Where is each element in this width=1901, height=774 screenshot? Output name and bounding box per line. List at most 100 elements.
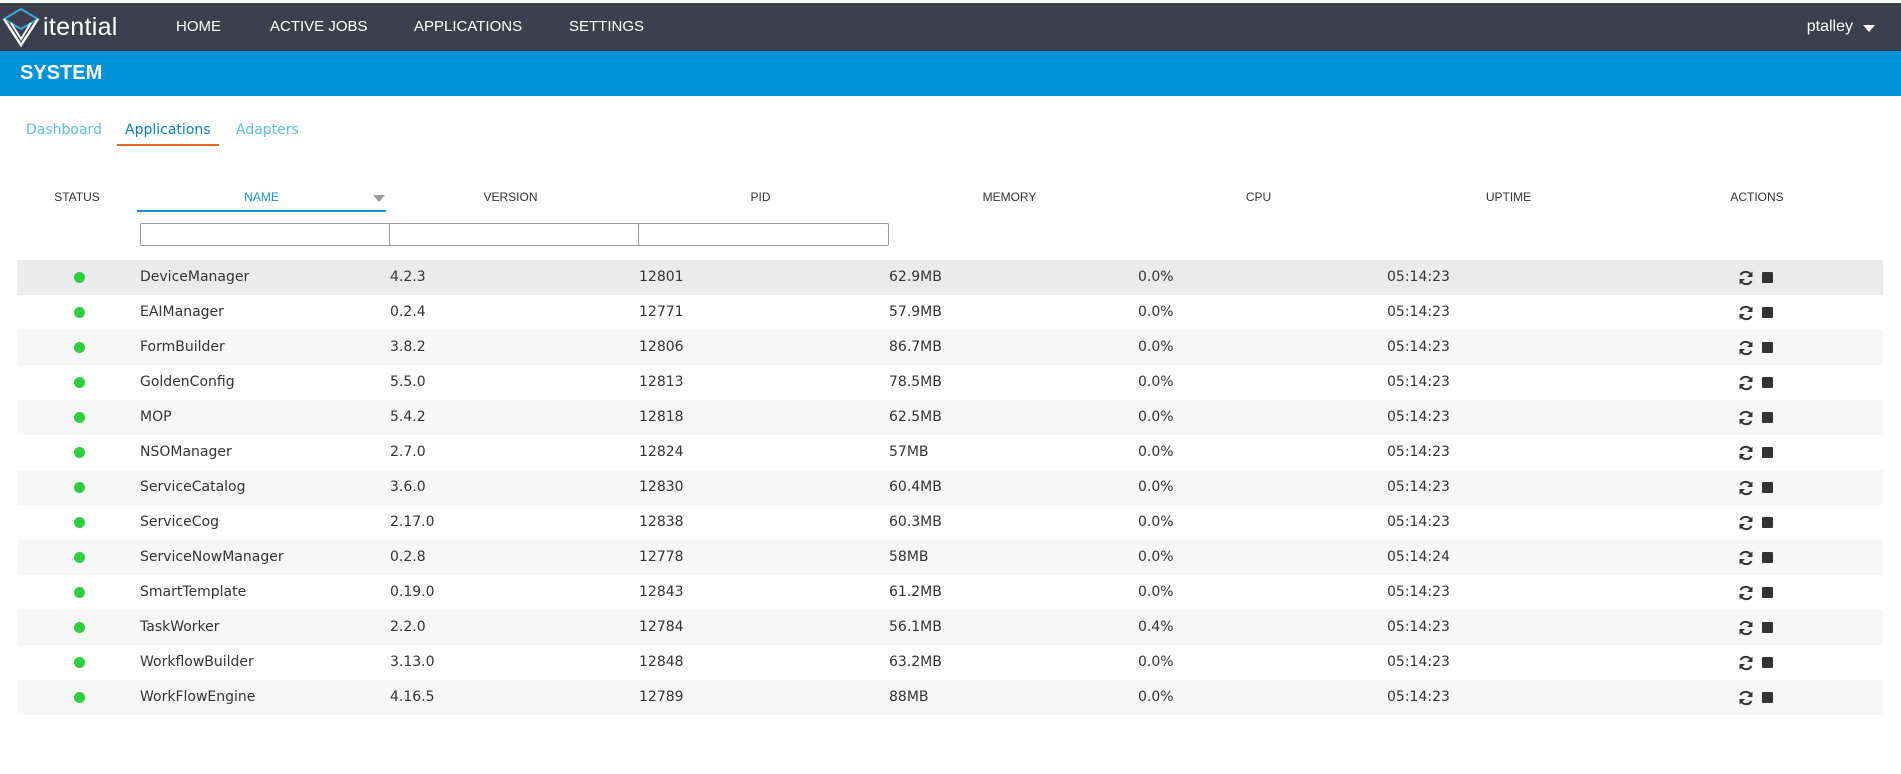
version-filter-input[interactable] (389, 223, 640, 246)
cell-memory: 78.5MB (889, 374, 942, 390)
stop-icon[interactable] (1762, 517, 1773, 528)
nav-home[interactable]: HOME (176, 18, 221, 35)
cell-memory: 62.9MB (889, 269, 942, 285)
table-row[interactable]: WorkflowBuilder 3.13.0 12848 63.2MB 0.0% 05:1… (17, 645, 1883, 680)
refresh-icon[interactable] (1737, 689, 1755, 707)
stop-icon[interactable] (1762, 587, 1773, 598)
refresh-icon[interactable] (1737, 549, 1755, 567)
cell-cpu: 0.0% (1138, 514, 1174, 530)
table-row[interactable]: ServiceNowManager 0.2.8 12778 58MB 0.0% 05:14… (17, 540, 1883, 575)
table-row[interactable]: EAIManager 0.2.4 12771 57.9MB 0.0% 05:14:23 (17, 295, 1883, 330)
cell-pid: 12784 (639, 619, 684, 635)
table-row[interactable]: NSOManager 2.7.0 12824 57MB 0.0% 05:14:23 (17, 435, 1883, 470)
refresh-icon[interactable] (1737, 409, 1755, 427)
stop-icon[interactable] (1762, 447, 1773, 458)
tab-adapters[interactable]: Adapters (236, 122, 299, 138)
cell-pid: 12818 (639, 409, 684, 425)
stop-icon[interactable] (1762, 622, 1773, 633)
status-indicator-icon (74, 482, 85, 493)
cell-version: 2.17.0 (390, 514, 435, 530)
status-indicator-icon (74, 412, 85, 423)
cell-version: 3.8.2 (390, 339, 426, 355)
refresh-icon[interactable] (1737, 339, 1755, 357)
cell-pid: 12789 (639, 689, 684, 705)
stop-icon[interactable] (1762, 377, 1773, 388)
status-indicator-icon (74, 342, 85, 353)
cell-uptime: 05:14:23 (1387, 619, 1450, 635)
cell-cpu: 0.0% (1138, 584, 1174, 600)
table-row[interactable]: ServiceCog 2.17.0 12838 60.3MB 0.0% 05:14:23 (17, 505, 1883, 540)
stop-icon[interactable] (1762, 552, 1773, 563)
refresh-icon[interactable] (1737, 514, 1755, 532)
cell-cpu: 0.0% (1138, 269, 1174, 285)
itential-logo[interactable]: itential (2, 7, 118, 47)
stop-icon[interactable] (1762, 307, 1773, 318)
cell-pid: 12843 (639, 584, 684, 600)
stop-icon[interactable] (1762, 272, 1773, 283)
refresh-icon[interactable] (1737, 584, 1755, 602)
cell-name: WorkFlowEngine (140, 689, 256, 705)
name-filter-input[interactable] (140, 223, 391, 246)
cell-cpu: 0.0% (1138, 374, 1174, 390)
page-title: SYSTEM (20, 62, 103, 84)
cell-pid: 12824 (639, 444, 684, 460)
cell-pid: 12848 (639, 654, 684, 670)
column-header-pid[interactable]: PID (750, 190, 771, 204)
column-header-cpu[interactable]: CPU (1245, 190, 1272, 204)
column-header-name[interactable]: NAME (244, 190, 279, 204)
cell-name: EAIManager (140, 304, 224, 320)
table-row[interactable]: FormBuilder 3.8.2 12806 86.7MB 0.0% 05:14:23 (17, 330, 1883, 365)
nav-applications[interactable]: APPLICATIONS (414, 18, 523, 35)
column-header-memory[interactable]: MEMORY (982, 190, 1037, 204)
sort-caret-icon[interactable] (373, 195, 385, 202)
cell-version: 5.4.2 (390, 409, 426, 425)
column-header-uptime[interactable]: UPTIME (1485, 190, 1532, 204)
cell-name: FormBuilder (140, 339, 225, 355)
column-header-status[interactable]: STATUS (54, 190, 100, 204)
cell-version: 2.2.0 (390, 619, 426, 635)
refresh-icon[interactable] (1737, 479, 1755, 497)
stop-icon[interactable] (1762, 342, 1773, 353)
cell-pid: 12806 (639, 339, 684, 355)
stop-icon[interactable] (1762, 692, 1773, 703)
refresh-icon[interactable] (1737, 444, 1755, 462)
cell-memory: 60.3MB (889, 514, 942, 530)
sort-indicator-underline (137, 210, 386, 212)
tab-applications[interactable]: Applications (117, 120, 219, 146)
pid-filter-input[interactable] (638, 223, 889, 246)
cell-pid: 12813 (639, 374, 684, 390)
table-row[interactable]: GoldenConfig 5.5.0 12813 78.5MB 0.0% 05:14:23 (17, 365, 1883, 400)
status-indicator-icon (74, 517, 85, 528)
refresh-icon[interactable] (1737, 374, 1755, 392)
table-row[interactable]: MOP 5.4.2 12818 62.5MB 0.0% 05:14:23 (17, 400, 1883, 435)
itential-logo-icon (2, 7, 40, 47)
cell-version: 5.5.0 (390, 374, 426, 390)
refresh-icon[interactable] (1737, 654, 1755, 672)
table-row[interactable]: DeviceManager 4.2.3 12801 62.9MB 0.0% 05:14:2… (17, 260, 1883, 295)
refresh-icon[interactable] (1737, 619, 1755, 637)
table-row[interactable]: TaskWorker 2.2.0 12784 56.1MB 0.4% 05:14:23 (17, 610, 1883, 645)
cell-cpu: 0.0% (1138, 689, 1174, 705)
cell-cpu: 0.0% (1138, 444, 1174, 460)
cell-uptime: 05:14:23 (1387, 654, 1450, 670)
column-header-version[interactable]: VERSION (483, 190, 538, 204)
cell-name: TaskWorker (140, 619, 220, 635)
nav-active-jobs[interactable]: ACTIVE JOBS (270, 18, 368, 35)
refresh-icon[interactable] (1737, 269, 1755, 287)
stop-icon[interactable] (1762, 412, 1773, 423)
nav-settings[interactable]: SETTINGS (569, 18, 645, 35)
refresh-icon[interactable] (1737, 304, 1755, 322)
tab-dashboard[interactable]: Dashboard (26, 122, 102, 138)
cell-version: 0.19.0 (390, 584, 435, 600)
table-row[interactable]: WorkFlowEngine 4.16.5 12789 88MB 0.0% 05:14:2… (17, 680, 1883, 715)
cell-uptime: 05:14:23 (1387, 339, 1450, 355)
cell-memory: 57.9MB (889, 304, 942, 320)
cell-version: 0.2.4 (390, 304, 426, 320)
cell-version: 4.2.3 (390, 269, 426, 285)
table-row[interactable]: SmartTemplate 0.19.0 12843 61.2MB 0.0% 05:14:… (17, 575, 1883, 610)
table-row[interactable]: ServiceCatalog 3.6.0 12830 60.4MB 0.0% 05:14:… (17, 470, 1883, 505)
user-menu[interactable]: ptalley (1807, 3, 1875, 51)
cell-pid: 12830 (639, 479, 684, 495)
stop-icon[interactable] (1762, 482, 1773, 493)
stop-icon[interactable] (1762, 657, 1773, 668)
